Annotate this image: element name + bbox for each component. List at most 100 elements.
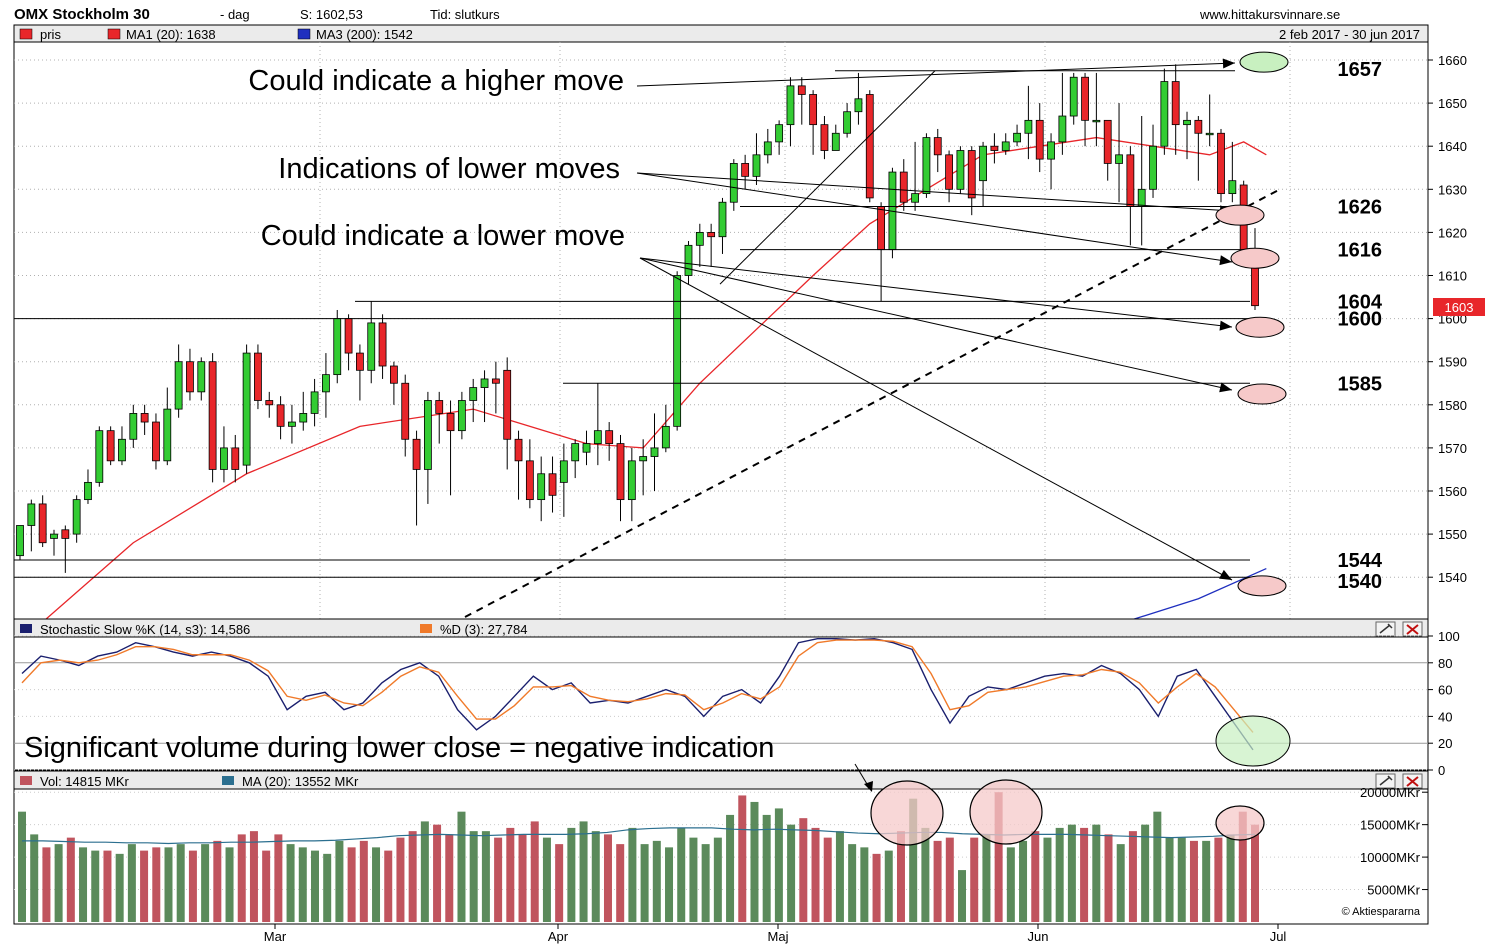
candle-up [854, 98, 863, 113]
candle-up [956, 150, 965, 190]
ma1-legend-swatch [107, 28, 121, 40]
candle-up [1205, 132, 1214, 136]
volume-bar [201, 844, 210, 922]
candle-up [763, 141, 772, 156]
candle-down [276, 404, 285, 427]
vol-close-icon[interactable] [1402, 773, 1423, 789]
candle-down [61, 529, 70, 539]
ma3-line [1130, 567, 1267, 621]
annotation-lower_moves: Indications of lower moves [278, 153, 620, 185]
volume-ma-line [22, 827, 1256, 845]
level-label: 1540 [1338, 571, 1383, 593]
candle-down [231, 447, 240, 470]
volume-bar [1067, 824, 1076, 922]
vol-ma-label: MA (20): 13552 MKr [242, 774, 359, 789]
volume-bar [384, 850, 393, 922]
price-tick-label: 1540 [1438, 570, 1467, 585]
candle-up [718, 201, 727, 238]
price-y-axis: 1540155015601570158015901600161016201630… [1428, 53, 1467, 585]
candle-down [435, 400, 444, 414]
volume-bar [469, 831, 478, 922]
volume-bar [701, 844, 710, 922]
stoch-close-icon[interactable] [1402, 621, 1423, 637]
volume-bar [1177, 837, 1186, 922]
stoch-tick-label: 100 [1438, 629, 1460, 644]
candle-down [378, 322, 387, 367]
vol-label: Vol: 14815 MKr [40, 774, 130, 789]
candle-up [118, 438, 126, 462]
candle-down [401, 382, 410, 440]
volume-bar [1043, 837, 1052, 922]
vol-settings-icon[interactable] [1375, 773, 1396, 789]
volume-bar [1251, 824, 1259, 922]
volume-bar [555, 844, 564, 922]
candle-down [254, 352, 262, 401]
candle-up [1160, 81, 1169, 147]
candle-up [129, 413, 138, 440]
candle-up [1024, 119, 1033, 134]
volume-panel: Vol: 14815 MKr MA (20): 13552 MKr 5000MK… [13, 763, 1429, 925]
volume-bar [835, 831, 844, 922]
candle-down [548, 473, 557, 496]
volume-bar [225, 847, 234, 922]
volume-bar [640, 844, 649, 922]
volume-bar [811, 827, 820, 922]
price-tick-label: 1620 [1438, 225, 1467, 240]
candle-up [72, 499, 81, 535]
volume-bar [1153, 811, 1162, 922]
candle-down [820, 124, 829, 151]
price-tick-label: 1610 [1438, 269, 1467, 284]
candle-up [1115, 154, 1123, 164]
volume-bar [335, 840, 344, 922]
candle-up [299, 413, 308, 423]
volume-bar [689, 837, 698, 922]
candle-down [990, 145, 999, 151]
candle-up [922, 137, 931, 195]
candle-down [809, 94, 818, 126]
x-tick-label: Jun [1028, 929, 1049, 944]
vol-tick-label: 15000MKr [1360, 818, 1421, 833]
candle-up [1058, 115, 1067, 143]
annotation-higher: Could indicate a higher move [248, 65, 624, 97]
candle-up [661, 425, 670, 449]
volume-bar [652, 840, 661, 922]
arrow-lower-1600-head [1219, 320, 1232, 331]
volume-bar [286, 844, 295, 922]
candle-up [1183, 119, 1191, 126]
volume-bar [127, 844, 136, 922]
volume-bar [1116, 844, 1125, 922]
volume-bar [1019, 840, 1028, 922]
candle-up [911, 193, 919, 203]
volume-bar [274, 834, 283, 922]
price-tick-label: 1550 [1438, 527, 1467, 542]
volume-bar [872, 853, 881, 922]
candle-up [1047, 141, 1055, 160]
volume-bar [884, 850, 893, 922]
volume-bar [213, 840, 222, 922]
volume-bar [42, 847, 51, 922]
stoch-settings-icon[interactable] [1375, 621, 1396, 637]
vol-legend-bar [13, 770, 1429, 790]
target-circle-1540 [1237, 575, 1287, 597]
vol-tick-label: 10000MKr [1360, 850, 1421, 865]
dashed-support-line [464, 188, 1281, 618]
volume-bar [481, 831, 490, 922]
volume-highlight-circle [870, 780, 944, 846]
x-tick-label: Mar [264, 929, 287, 944]
candle-up [469, 387, 478, 401]
candle-up [775, 124, 784, 143]
candle-up [571, 443, 580, 462]
volume-bar [823, 837, 832, 922]
level-label: 1585 [1338, 373, 1383, 395]
candle-up [163, 408, 172, 462]
candle-down [1126, 154, 1135, 207]
volume-bar [506, 827, 515, 922]
candle-up [50, 533, 58, 539]
close-label: S: 1602,53 [300, 7, 363, 22]
candle-down [446, 413, 455, 432]
level-label: 1544 [1338, 550, 1383, 572]
volume-bar [323, 853, 332, 922]
candle-down [356, 352, 364, 371]
arrow-lower-1540-head [1219, 569, 1232, 580]
site-label: www.hittakursvinnare.se [1199, 7, 1340, 22]
